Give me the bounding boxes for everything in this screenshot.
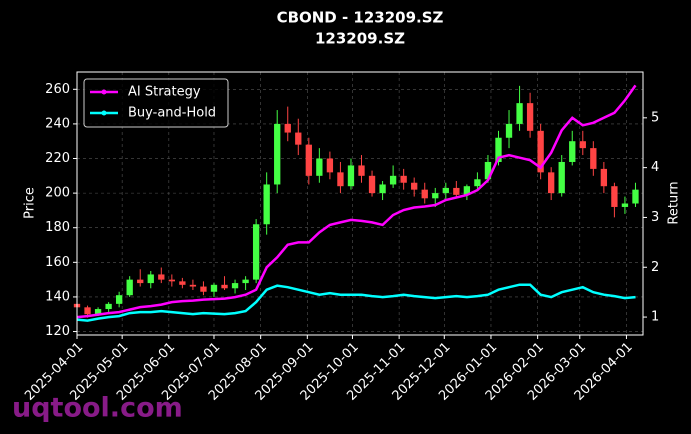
y2-tick-label: 1 xyxy=(651,310,659,325)
legend: AI Strategy Buy-and-Hold xyxy=(83,78,229,128)
y-axis-label: Price xyxy=(23,187,38,219)
candle-body xyxy=(432,193,439,199)
candle-body xyxy=(379,184,386,194)
y-tick-label: 200 xyxy=(45,186,70,201)
candle-body xyxy=(189,284,197,287)
candle-body xyxy=(389,175,397,185)
candle-body xyxy=(210,284,218,292)
candle-body xyxy=(537,130,544,173)
candle-body xyxy=(316,158,323,176)
candle-body xyxy=(526,103,534,131)
y2-tick-label: 5 xyxy=(651,110,659,125)
y-tick-label: 140 xyxy=(45,289,70,304)
candle-body xyxy=(558,161,565,194)
watermark: uqtool.com xyxy=(12,393,183,424)
candle-body xyxy=(263,184,270,225)
candle-body xyxy=(453,187,460,195)
y-tick-label: 240 xyxy=(45,116,70,131)
y2-tick-label: 2 xyxy=(651,260,659,275)
candle-body xyxy=(305,144,312,176)
return-line xyxy=(76,84,637,319)
y2-tick-label: 4 xyxy=(651,160,659,175)
candle-body xyxy=(411,182,418,190)
candle-body xyxy=(284,123,291,133)
candle-body xyxy=(137,279,144,284)
y-tick-label: 260 xyxy=(45,82,70,97)
candle-body xyxy=(611,186,618,207)
candle-body xyxy=(495,137,502,162)
candle-body xyxy=(242,279,249,284)
candle-body xyxy=(274,123,281,185)
candle-body xyxy=(126,279,133,296)
candle-body xyxy=(484,161,492,180)
candle-body xyxy=(442,187,449,194)
y-tick-label: 120 xyxy=(45,324,70,339)
candle-body xyxy=(516,103,523,124)
candle-body xyxy=(421,189,428,199)
legend-box xyxy=(83,78,229,128)
candle-body xyxy=(295,132,302,145)
chart-title: CBOND - 123209.SZ xyxy=(277,9,444,27)
candle-body xyxy=(105,303,112,310)
candle-body xyxy=(569,141,576,162)
candle-body xyxy=(579,141,586,149)
candle-body xyxy=(252,224,260,280)
legend-marker xyxy=(101,89,107,95)
plot-frame xyxy=(76,71,644,336)
candle-body xyxy=(600,168,608,187)
candle-body xyxy=(200,286,207,292)
y-tick-label: 180 xyxy=(45,220,70,235)
candle-body xyxy=(400,175,407,183)
candle-body xyxy=(221,284,228,289)
candle-body xyxy=(368,175,376,194)
candle-body xyxy=(158,274,165,280)
candle-body xyxy=(115,295,123,304)
y-tick-label: 160 xyxy=(45,255,70,270)
chart-subtitle: 123209.SZ xyxy=(315,30,405,48)
candle-body xyxy=(474,179,481,187)
candle-body xyxy=(590,148,597,169)
return-line xyxy=(76,283,636,322)
legend-label: Buy-and-Hold xyxy=(128,106,216,121)
candle-body xyxy=(94,309,102,315)
candle-body xyxy=(147,274,154,284)
y2-axis-label: Return xyxy=(667,181,682,224)
candle-body xyxy=(179,281,186,285)
y2-tick-label: 3 xyxy=(651,210,659,225)
candle-body xyxy=(621,203,629,207)
candle-body xyxy=(548,172,555,194)
candle-body xyxy=(326,158,334,173)
legend-label: AI Strategy xyxy=(128,85,201,100)
candle-body xyxy=(505,123,513,138)
candle-body xyxy=(337,172,344,187)
candle-body xyxy=(358,165,365,176)
candle-body xyxy=(168,279,175,282)
legend-marker xyxy=(101,110,107,116)
y-tick-label: 220 xyxy=(45,151,70,166)
candle-body xyxy=(231,283,239,289)
candle-body xyxy=(347,165,355,187)
candle-body xyxy=(463,186,471,195)
candle-body xyxy=(84,307,91,315)
candle-body xyxy=(632,189,639,204)
